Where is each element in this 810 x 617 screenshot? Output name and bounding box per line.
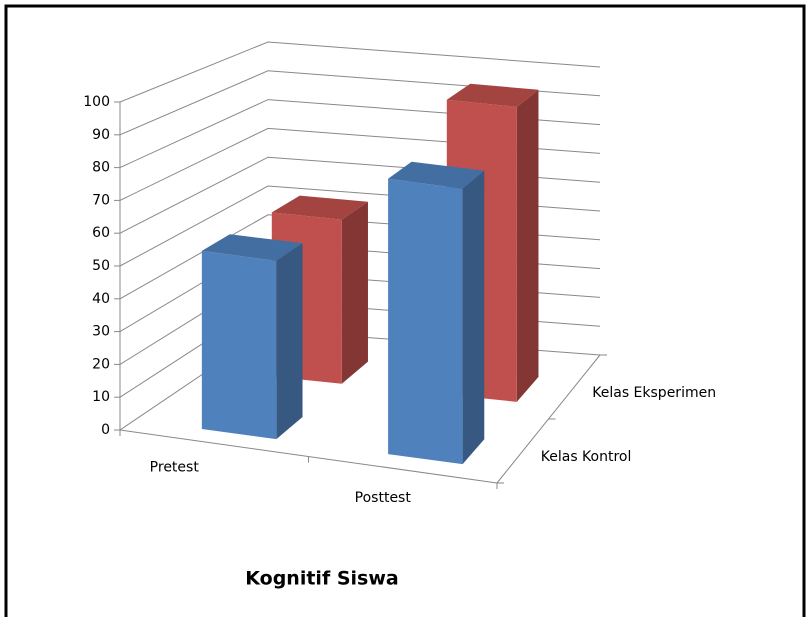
y-tick-label: 20: [92, 356, 110, 372]
bar-side: [276, 243, 303, 440]
bar-top: [388, 161, 485, 189]
y-tick-label: 10: [92, 389, 110, 405]
bar-top: [201, 234, 303, 261]
y-tick-label: 60: [92, 225, 110, 241]
y-tick-label: 90: [92, 127, 110, 143]
y-tick-label: 40: [92, 291, 110, 307]
bar-front: [201, 250, 277, 440]
bar-side: [462, 170, 485, 465]
bar-side: [341, 201, 368, 384]
y-tick-label: 50: [92, 258, 110, 274]
y-tick-label: 0: [101, 422, 110, 438]
chart-title: Kognitif Siswa: [245, 568, 398, 590]
y-tick-label: 30: [92, 324, 110, 340]
grid-line: [119, 41, 601, 103]
x-tick-label: Posttest: [355, 490, 412, 506]
x-tick-label: Pretest: [150, 459, 200, 475]
y-tick-label: 70: [92, 192, 110, 208]
bar-front: [388, 178, 463, 465]
y-tick-label: 100: [83, 94, 110, 110]
y-tick-label: 80: [92, 160, 110, 176]
bar-side: [516, 89, 539, 402]
series-label: Kelas Eksperimen: [592, 385, 716, 401]
series-label: Kelas Kontrol: [541, 449, 632, 465]
bar-top: [271, 195, 368, 220]
bar-top: [446, 83, 539, 107]
